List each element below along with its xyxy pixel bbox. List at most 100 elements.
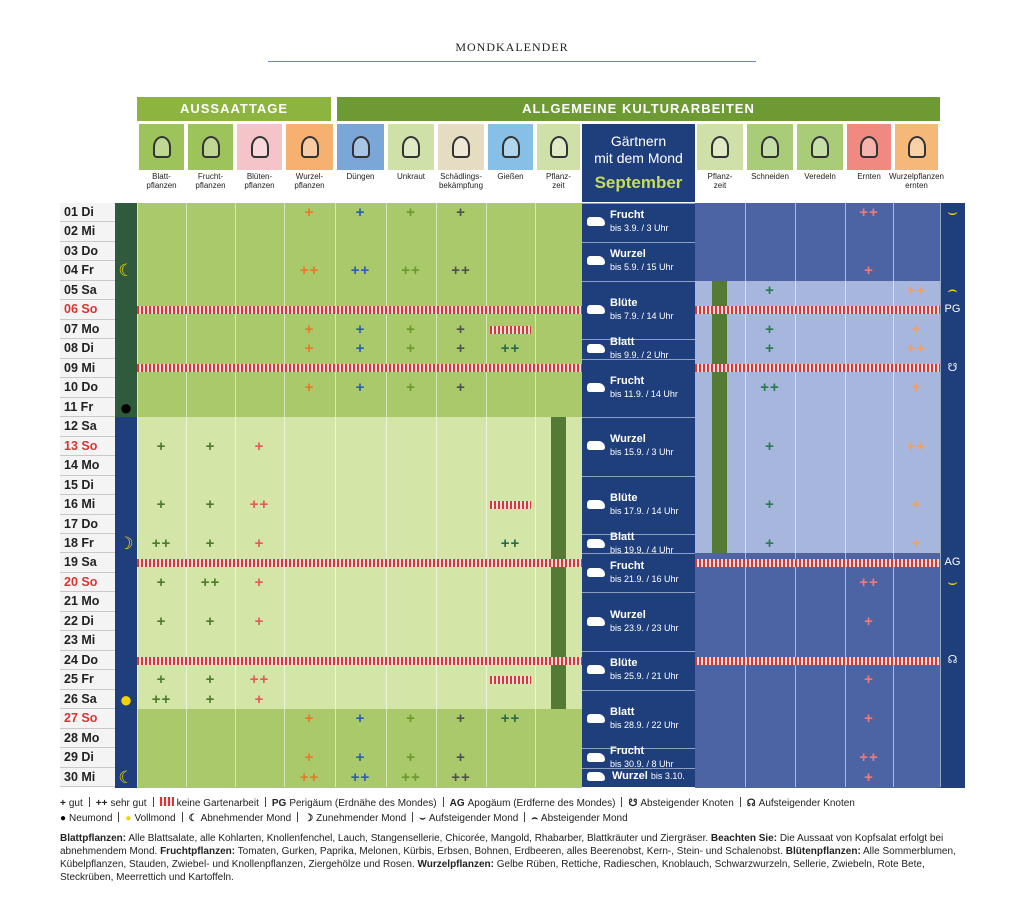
legend-symbol: ☊: [746, 798, 756, 809]
rating: +: [765, 281, 775, 299]
moon-phase: ☾: [118, 767, 134, 787]
right-bg: [695, 222, 940, 243]
side-cell: [940, 631, 965, 652]
legend-text: Abnehmender Mond: [200, 813, 292, 824]
legend-separator: [118, 812, 120, 822]
day-label: 03 Do: [60, 241, 115, 262]
rating: +: [765, 534, 775, 552]
rating: ++: [350, 262, 371, 280]
rating: ++: [151, 534, 172, 552]
rating: +: [355, 749, 366, 767]
sign-divider: [582, 767, 695, 769]
legend-symbol: ☋: [628, 798, 638, 809]
right-bg: [695, 495, 940, 516]
day-label: 22 Di: [60, 611, 115, 632]
right-bg: [695, 436, 940, 457]
sign-name: Wurzel: [610, 248, 646, 261]
day-label: 12 Sa: [60, 417, 115, 437]
column-line: [137, 203, 138, 788]
center-header: [582, 124, 695, 202]
legend-text: Aufsteigender Knoten: [758, 798, 855, 809]
center-column: [582, 203, 695, 788]
legend-separator: [181, 812, 183, 822]
legend-text: Apogäum (Erdferne des Mondes): [467, 798, 616, 809]
note-run: Wurzelpflanzen:: [417, 859, 494, 870]
moon-cell: [115, 572, 137, 593]
sign-name: Blüte: [610, 297, 638, 310]
rating: ++: [451, 768, 471, 786]
note-run: Alle Blattsalate, alle Kohlarten, Knolle…: [126, 833, 711, 844]
rating: ++: [401, 768, 421, 786]
rating: +: [205, 437, 216, 455]
column-label: Schneiden: [751, 172, 789, 181]
side-cell: [940, 203, 965, 223]
sign-icon: [587, 441, 605, 451]
right-bg: [695, 514, 940, 535]
sign-until: bis 28.9. / 22 Uhr: [610, 719, 679, 730]
moon-cell: [115, 514, 137, 535]
column-icon: [286, 124, 333, 170]
legend-symbol: +: [60, 798, 66, 809]
rating: +: [156, 496, 167, 514]
rating: +: [765, 437, 775, 455]
day-label: 25 Fr: [60, 670, 115, 690]
water-pause: [490, 325, 531, 334]
sign-name: Blüte: [610, 657, 638, 670]
day-label: 06 So: [60, 300, 115, 320]
rating: +: [911, 534, 922, 552]
left-bg: [137, 339, 582, 360]
side-cell: [940, 689, 965, 710]
column-icon: [139, 124, 184, 170]
column-line: [486, 203, 487, 788]
moon-cell: [115, 475, 137, 496]
center-title: Gärtnern mit dem Mond: [594, 133, 683, 166]
legend-separator: [524, 812, 526, 822]
column-label: Düngen: [346, 172, 375, 181]
sign-until: bis 21.9. / 16 Uhr: [610, 573, 679, 584]
water-pause: [490, 500, 531, 509]
column-icon: [797, 124, 843, 170]
right-bg: [695, 417, 940, 438]
rating: +: [156, 671, 167, 689]
day-label: 26 Sa: [60, 689, 115, 710]
column-icon: [895, 124, 938, 170]
right-bg: [695, 748, 940, 769]
moon-cell: [115, 300, 137, 321]
rating: ++: [859, 749, 879, 767]
moon-cell: [115, 767, 137, 788]
left-bg: [137, 475, 582, 496]
moon-cell: [115, 280, 137, 301]
left-bg: [137, 748, 582, 769]
planting-bar: [712, 280, 727, 554]
left-bg: [137, 631, 582, 652]
right-bg: [695, 319, 940, 340]
icon-shape: [501, 136, 520, 158]
rating: +: [456, 710, 466, 728]
sign-divider: [582, 748, 695, 750]
side-cell: [940, 280, 965, 301]
sign-name: Frucht: [610, 744, 645, 757]
rating: ++: [500, 710, 521, 728]
notes: Blattpflanzen: Alle Blattsalate, alle Ko…: [60, 832, 970, 884]
legend-symbol: ☽: [304, 813, 314, 824]
moon-cell: [115, 650, 137, 671]
side-marker: ⌣: [947, 204, 958, 221]
day-label: 24 Do: [60, 650, 115, 671]
left-bg: [137, 689, 582, 710]
icon-shape: [860, 136, 878, 158]
rating: ++: [299, 262, 320, 280]
left-bg: [137, 378, 582, 399]
side-cell: [940, 533, 965, 554]
sign-name: Blatt: [610, 530, 635, 543]
sign-icon: [587, 538, 605, 548]
rating: +: [765, 496, 775, 514]
icon-shape: [761, 136, 779, 158]
moon-cell: [115, 689, 137, 710]
day-label: 16 Mi: [60, 495, 115, 515]
rating: ++: [906, 281, 927, 299]
day-label: 28 Mo: [60, 728, 115, 749]
rating: +: [864, 768, 874, 786]
side-cell: [940, 456, 965, 477]
sign-until: bis 23.9. / 23 Uhr: [610, 622, 679, 633]
column-line: [386, 203, 387, 788]
